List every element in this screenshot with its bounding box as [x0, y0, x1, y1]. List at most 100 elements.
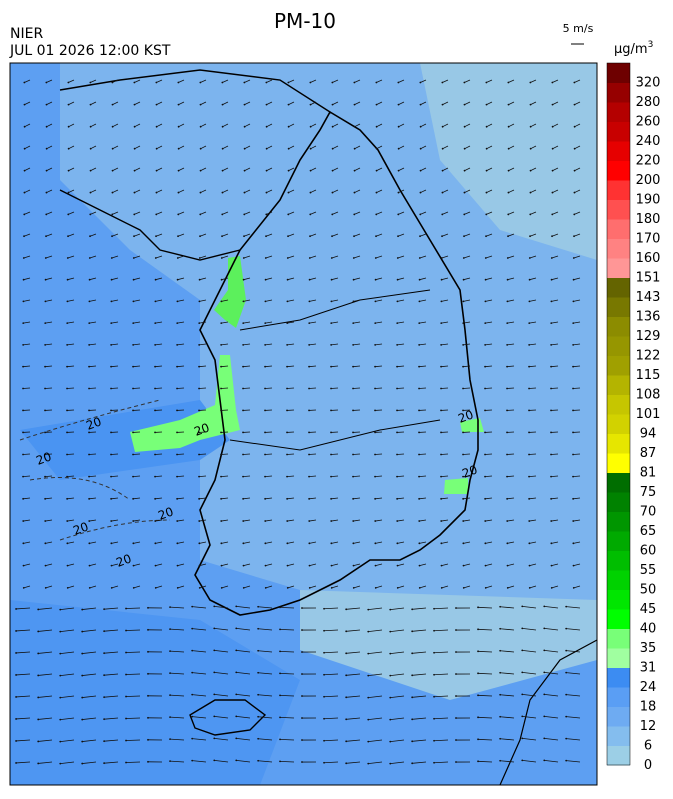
wind-arrow-head: [279, 606, 281, 608]
wind-arrow-head: [572, 476, 574, 478]
wind-arrow: [441, 388, 448, 389]
wind-arrow-head: [367, 741, 369, 743]
wind-arrow-head: [15, 762, 17, 764]
wind-arrow-head: [265, 82, 267, 84]
colorbar-band: [607, 317, 630, 337]
wind-arrow-head: [89, 257, 91, 259]
wind-arrow-head: [213, 693, 215, 695]
colorbar-band: [607, 629, 630, 649]
wind-arrow-head: [420, 170, 422, 172]
wind-arrow-head: [389, 763, 391, 765]
wind-arrow-head: [484, 454, 486, 456]
wind-arrow-head: [506, 542, 508, 544]
wind-arrow-head: [59, 719, 61, 721]
wind-arrow-head: [529, 82, 531, 84]
wind-arrow-head: [220, 432, 222, 434]
wind-arrow-head: [177, 82, 179, 84]
wind-arrow-head: [133, 587, 135, 589]
wind-arrow-head: [221, 279, 223, 281]
wind-arrow-head: [396, 476, 398, 478]
wind-arrow-head: [330, 476, 332, 478]
wind-arrow-head: [287, 279, 289, 281]
wind-arrow-head: [220, 344, 222, 346]
wind-arrow-head: [573, 565, 575, 567]
wind-arrow-head: [23, 82, 25, 84]
wind-arrow-head: [499, 760, 501, 762]
wind-arrow-head: [486, 126, 488, 128]
wind-arrow-head: [552, 126, 554, 128]
wind-arrow-head: [477, 650, 479, 652]
wind-arrow-head: [418, 542, 420, 544]
wind-arrow-head: [345, 762, 347, 764]
wind-arrow-head: [396, 388, 398, 390]
wind-arrow-head: [264, 388, 266, 390]
colorbar-label: 94: [640, 427, 657, 442]
wind-arrow-head: [528, 344, 530, 346]
wind-arrow-head: [389, 675, 391, 677]
wind-arrow-head: [220, 498, 222, 500]
wind-arrow-head: [132, 388, 134, 390]
wind-arrow-head: [154, 322, 156, 324]
wind-arrow-head: [279, 672, 281, 674]
wind-arrow-head: [486, 104, 488, 106]
wind-arrow-head: [198, 498, 200, 500]
wind-arrow-head: [22, 498, 24, 500]
wind-arrow-head: [22, 454, 24, 456]
wind-arrow-head: [508, 104, 510, 106]
wind-arrow-head: [221, 257, 223, 259]
wind-arrow-head: [418, 498, 420, 500]
wind-arrow-head: [198, 344, 200, 346]
colorbar-label: 24: [640, 680, 657, 695]
wind-arrow-head: [442, 192, 444, 194]
wind-arrow-head: [418, 432, 420, 434]
wind-arrow-head: [309, 257, 311, 259]
wind-arrow-head: [374, 344, 376, 346]
wind-arrow-head: [44, 542, 46, 544]
wind-arrow-head: [288, 148, 290, 150]
wind-arrow-head: [68, 170, 70, 172]
wind-arrow-head: [506, 520, 508, 522]
wind-arrow-head: [521, 605, 523, 607]
colorbar-label: 65: [640, 524, 657, 539]
wind-arrow-head: [81, 763, 83, 765]
wind-arrow-head: [455, 739, 457, 741]
wind-arrow-head: [266, 170, 268, 172]
colorbar-label: 220: [636, 154, 661, 169]
wind-arrow-head: [154, 454, 156, 456]
wind-arrow-head: [37, 675, 39, 677]
colorbar-band: [607, 453, 630, 473]
wind-arrow: [126, 718, 140, 719]
wind-arrow-head: [506, 476, 508, 478]
wind-arrow-head: [59, 763, 61, 765]
wind-arrow-head: [178, 104, 180, 106]
wind-arrow-head: [440, 432, 442, 434]
wind-arrow-head: [134, 148, 136, 150]
wind-arrow-head: [266, 126, 268, 128]
wind-arrow-head: [110, 344, 112, 346]
wind-arrow-head: [44, 322, 46, 324]
wind-arrow-head: [462, 344, 464, 346]
wind-arrow-head: [242, 542, 244, 544]
wind-arrow-head: [463, 235, 465, 237]
wind-arrow-head: [397, 82, 399, 84]
wind-arrow-head: [354, 104, 356, 106]
wind-arrow-head: [242, 454, 244, 456]
wind-arrow-head: [477, 760, 479, 762]
wind-arrow-head: [440, 388, 442, 390]
wind-arrow-head: [243, 214, 245, 216]
wind-arrow-head: [89, 587, 91, 589]
colorbar-band: [607, 726, 630, 746]
wind-arrow-head: [332, 192, 334, 194]
wind-arrow-head: [352, 498, 354, 500]
wind-arrow-head: [455, 673, 457, 675]
wind-arrow: [67, 388, 74, 389]
wind-arrow-head: [198, 366, 200, 368]
wind-arrow-head: [176, 498, 178, 500]
wind-arrow-head: [199, 301, 201, 303]
wind-arrow-head: [507, 587, 509, 589]
colorbar-band: [607, 590, 630, 610]
wind-arrow-head: [133, 257, 135, 259]
wind-arrow-head: [397, 587, 399, 589]
colorbar-band: [607, 356, 630, 376]
wind-arrow-head: [147, 717, 149, 719]
